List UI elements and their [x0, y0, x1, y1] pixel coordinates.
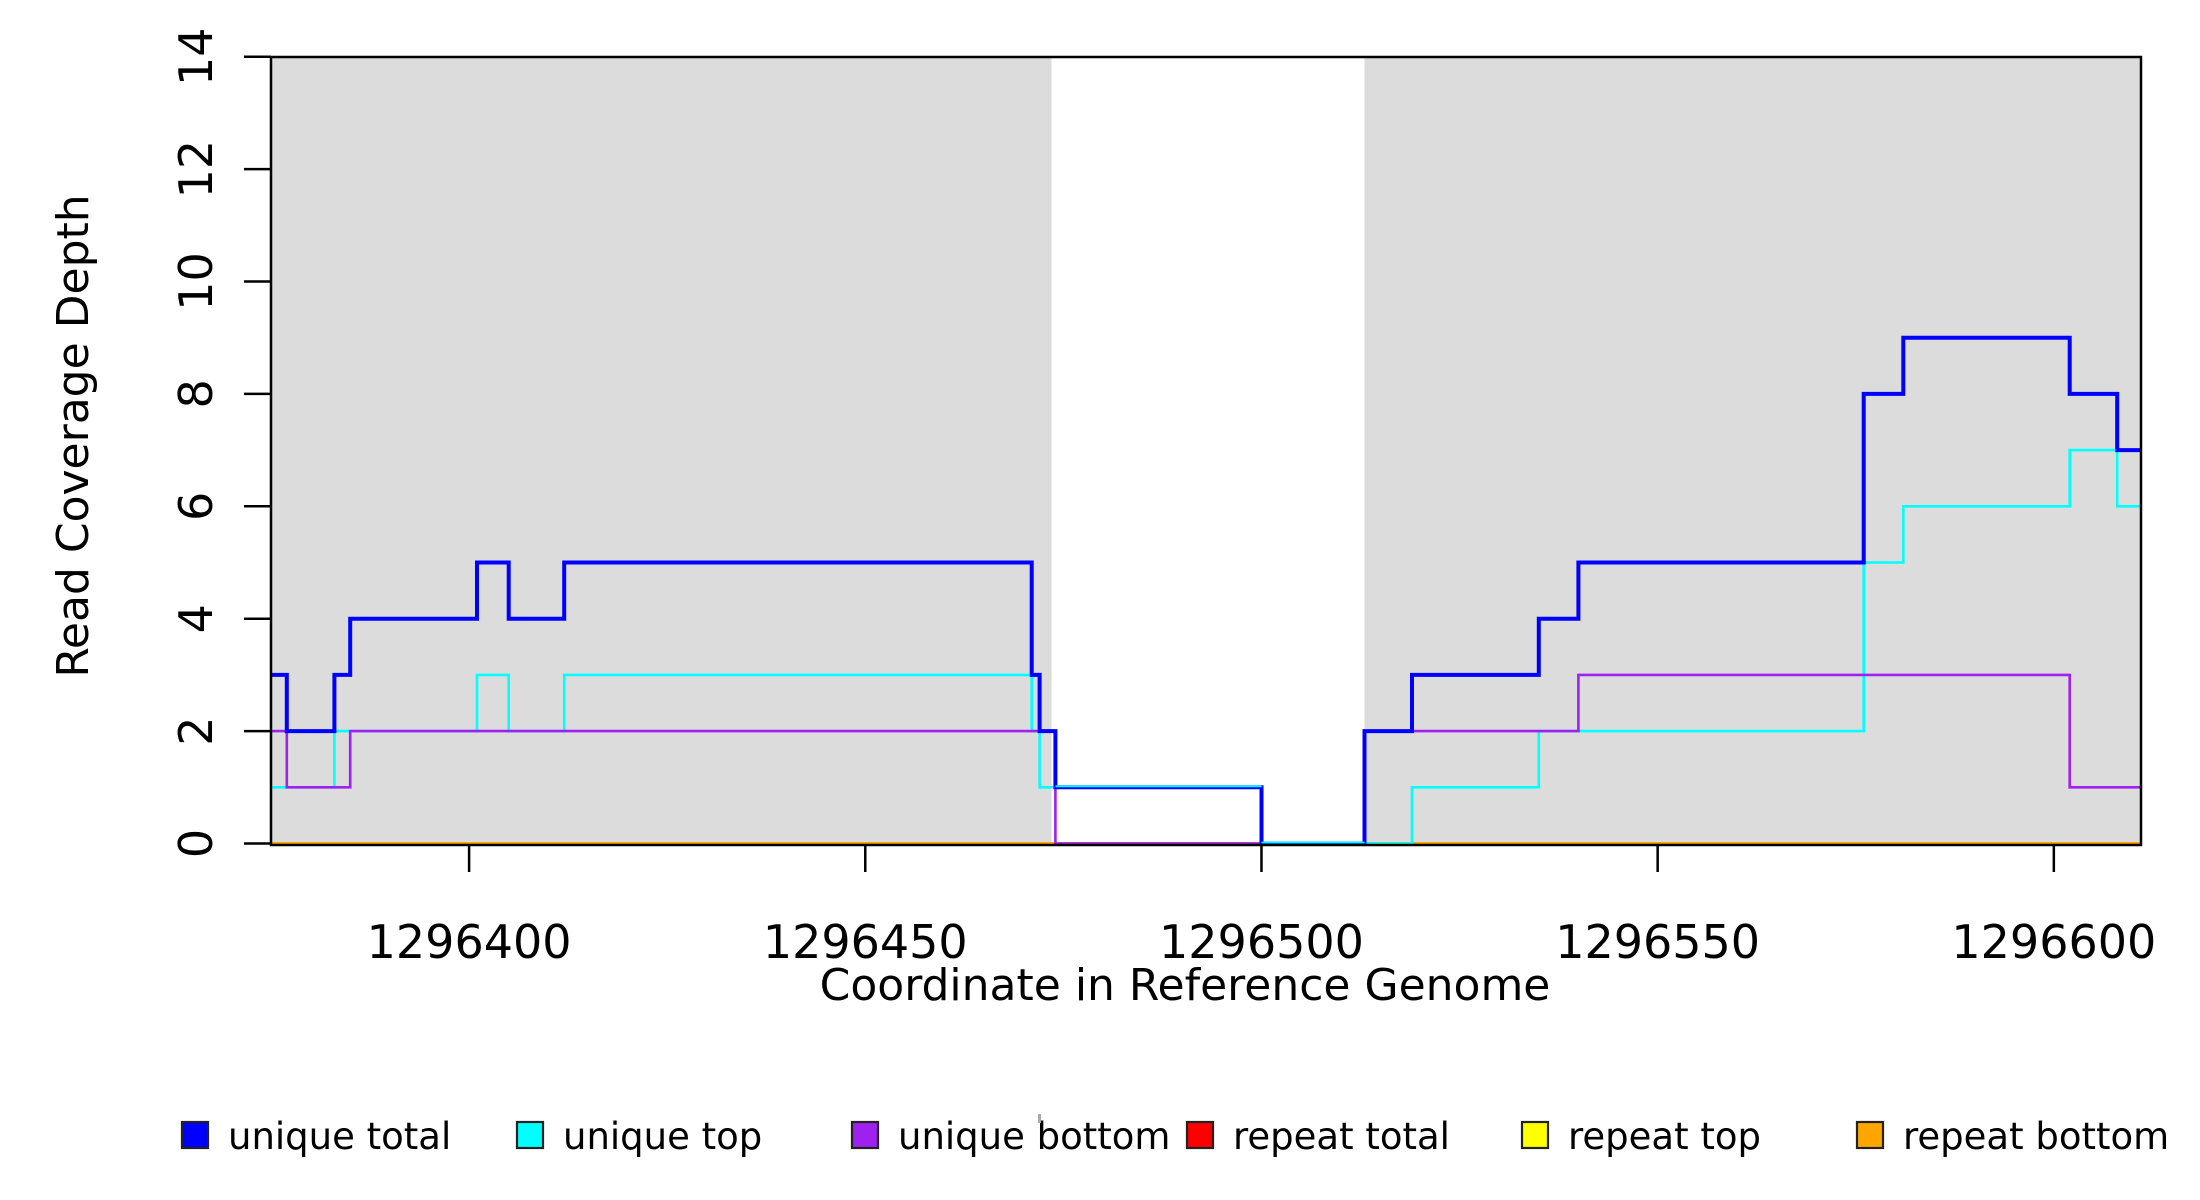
x-tick-label: 1296400	[367, 915, 572, 969]
legend-label: repeat bottom	[1903, 1115, 2169, 1158]
series-unique-bottom	[271, 673, 2141, 845]
legend-swatch-unique-top	[515, 1120, 545, 1150]
stray-mark	[1038, 1114, 1041, 1123]
x-tick-label: 1296450	[763, 915, 968, 969]
y-tick-label: 8	[169, 379, 223, 408]
x-tick-label: 1296600	[1951, 915, 2156, 969]
series-unique-total	[271, 335, 2141, 846]
y-tick-label: 12	[169, 140, 223, 199]
y-tick-label: 4	[169, 604, 223, 633]
legend-swatch-repeat-top	[1520, 1120, 1550, 1150]
x-axis-title: Coordinate in Reference Genome	[820, 960, 1551, 1011]
y-tick-label: 2	[169, 716, 223, 745]
annotated-region-right	[1364, 57, 2141, 845]
legend-label: unique top	[563, 1115, 762, 1158]
legend-label: unique bottom	[898, 1115, 1170, 1158]
x-tick-label: 1296500	[1159, 915, 1364, 969]
annotated-region-left	[271, 57, 1052, 845]
y-tick-label: 14	[169, 27, 223, 86]
x-tick-label: 1296550	[1555, 915, 1760, 969]
legend-label: repeat total	[1233, 1115, 1450, 1158]
legend-label: unique total	[228, 1115, 451, 1158]
y-tick-label: 10	[169, 252, 223, 311]
legend-swatch-unique-bottom	[850, 1120, 880, 1150]
legend-swatch-repeat-total	[1185, 1120, 1215, 1150]
legend-label: repeat top	[1568, 1115, 1761, 1158]
legend-swatch-unique-total	[180, 1120, 210, 1150]
y-tick-label: 0	[169, 829, 223, 858]
y-tick-label: 6	[169, 492, 223, 521]
plot-border	[269, 55, 2143, 847]
legend-swatch-repeat-bottom	[1855, 1120, 1885, 1150]
y-axis-title: Read Coverage Depth	[48, 194, 99, 677]
